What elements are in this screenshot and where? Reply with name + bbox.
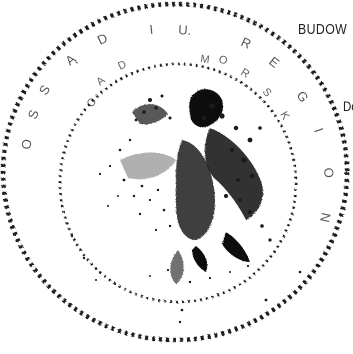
seal-outer-ring [0, 1, 350, 343]
document-line-fragment: De [343, 98, 353, 114]
svg-text:S: S [260, 86, 274, 99]
svg-text:M: M [200, 53, 211, 66]
svg-text:D: D [95, 30, 110, 48]
svg-text:O: O [217, 53, 229, 67]
svg-text:S: S [25, 107, 42, 121]
svg-text:R: R [239, 34, 254, 52]
seal-stipple-dots [70, 94, 302, 324]
svg-text:E: E [266, 54, 282, 71]
svg-text:O: O [321, 167, 337, 178]
svg-text:G: G [294, 88, 312, 105]
document-header-fragment: BUDOW [298, 21, 348, 38]
svg-text:U.: U. [178, 22, 192, 38]
svg-text:I: I [149, 22, 154, 37]
svg-text:D: D [116, 58, 128, 72]
svg-text:Ą: Ą [62, 51, 79, 68]
svg-text:I: I [311, 126, 326, 135]
seal-inner-lettering: A D M O R S K O [85, 53, 292, 122]
seal-eagle-emblem [120, 89, 264, 284]
svg-text:A: A [94, 74, 108, 88]
svg-text:S: S [36, 82, 53, 98]
svg-text:N: N [317, 211, 334, 223]
svg-text:O: O [18, 138, 35, 151]
svg-text:R: R [238, 66, 251, 80]
